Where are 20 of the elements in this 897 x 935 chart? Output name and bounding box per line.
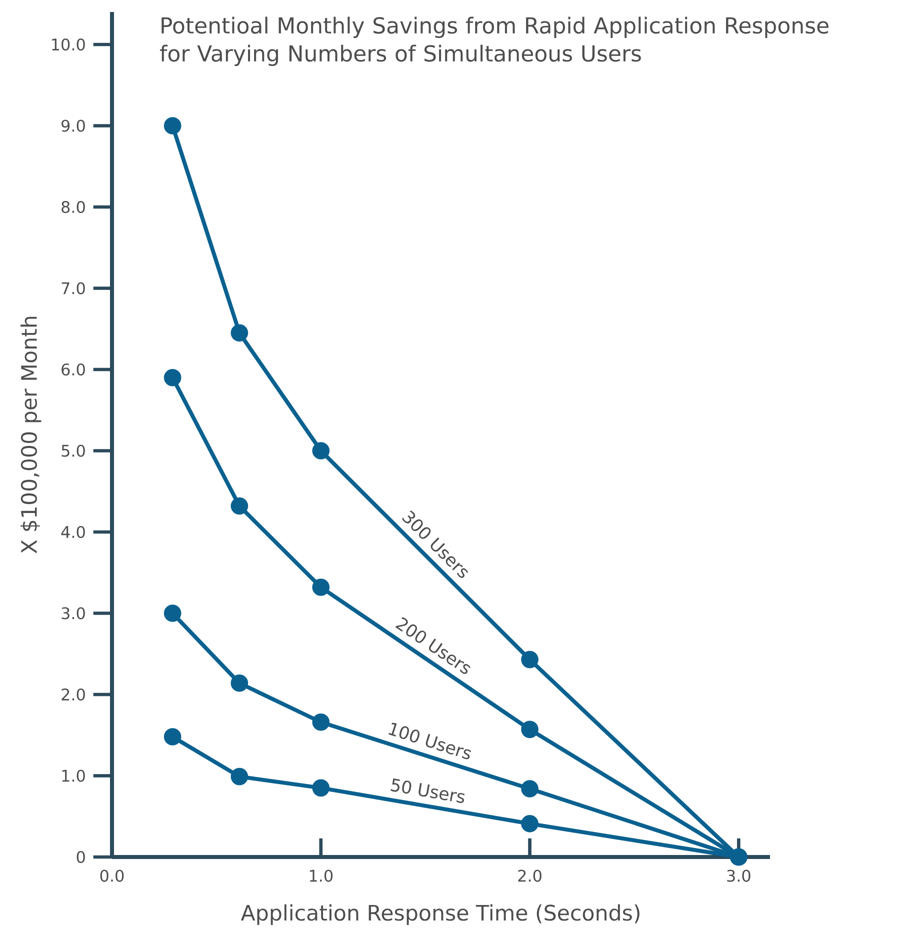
x-tick-label: 1.0 [310,870,333,882]
y-tick-label: 4.0 [61,526,85,538]
y-tick-label: 2.0 [62,688,85,701]
x-tick-label: 3.0 [727,870,750,882]
y-axis-title: X $100,000 per Month [20,316,42,554]
y-tick-label: 1.0 [62,770,85,782]
y-tick-label: 8.0 [62,200,85,214]
y-tick-label: 5.0 [62,444,85,457]
y-tick-label: 6.0 [62,363,85,376]
y-tick-label: 3.0 [62,607,85,620]
y-tick-label: 10.0 [52,38,85,51]
text: 100 Users [388,722,472,760]
text: 50 Users [390,778,465,803]
y-tick-label: 0 [76,850,85,864]
x-tick-label: 2.0 [518,870,542,882]
x-tick-label: 0.0 [100,870,124,882]
text: Potentioal Monthly Savings from Rapid Application Response for Varying Numbers of Simultaneous Users [160,16,828,66]
y-tick-label: 7.0 [62,282,85,294]
x-axis-title: Application Response Time (Seconds) [240,904,640,925]
y-tick-label: 9.0 [62,120,85,132]
